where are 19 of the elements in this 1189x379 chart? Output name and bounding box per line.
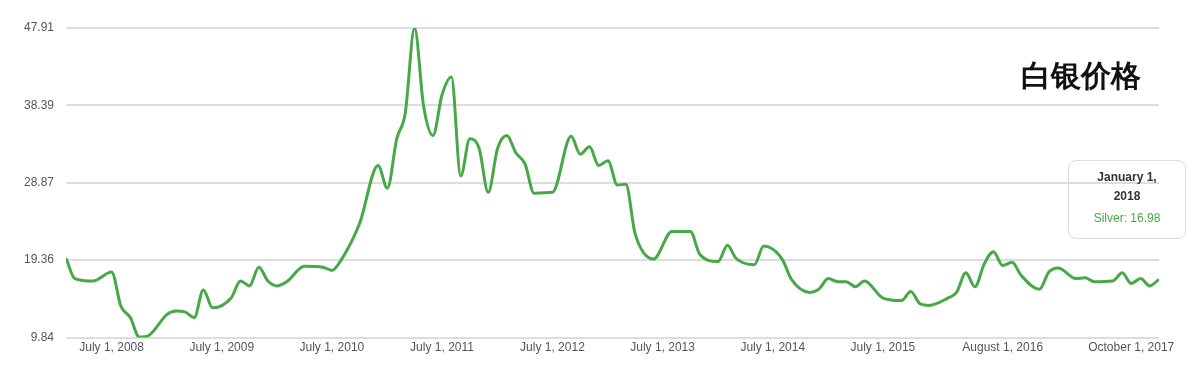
text: 白银价格: [1021, 59, 1141, 93]
x-tick-label: July 1, 2015: [850, 340, 916, 355]
y-tick-label: 38.39: [24, 97, 55, 112]
x-tick-label: July 1, 2008: [79, 340, 145, 355]
x-tick-label: July 1, 2014: [740, 340, 806, 355]
y-tick-label: 28.87: [24, 175, 55, 190]
x-tick-label: July 1, 2010: [299, 340, 365, 355]
x-tick-label: July 1, 2009: [189, 340, 255, 355]
annotation: January 1, 2018: [1097, 170, 1157, 204]
y-tick-label: 19.36: [24, 252, 55, 267]
x-tick-label: August 1, 2016: [962, 340, 1044, 355]
line-series: [66, 28, 1159, 338]
x-tick-label: October 1, 2017: [1088, 340, 1175, 355]
y-tick-label: 9.84: [30, 329, 55, 344]
y-tick-label: 47.91: [24, 20, 55, 35]
x-tick-label: July 1, 2012: [520, 340, 586, 355]
annotation: Silver: 16.98: [1093, 211, 1161, 226]
x-tick-label: July 1, 2013: [630, 340, 696, 355]
x-tick-label: July 1, 2011: [410, 340, 475, 355]
